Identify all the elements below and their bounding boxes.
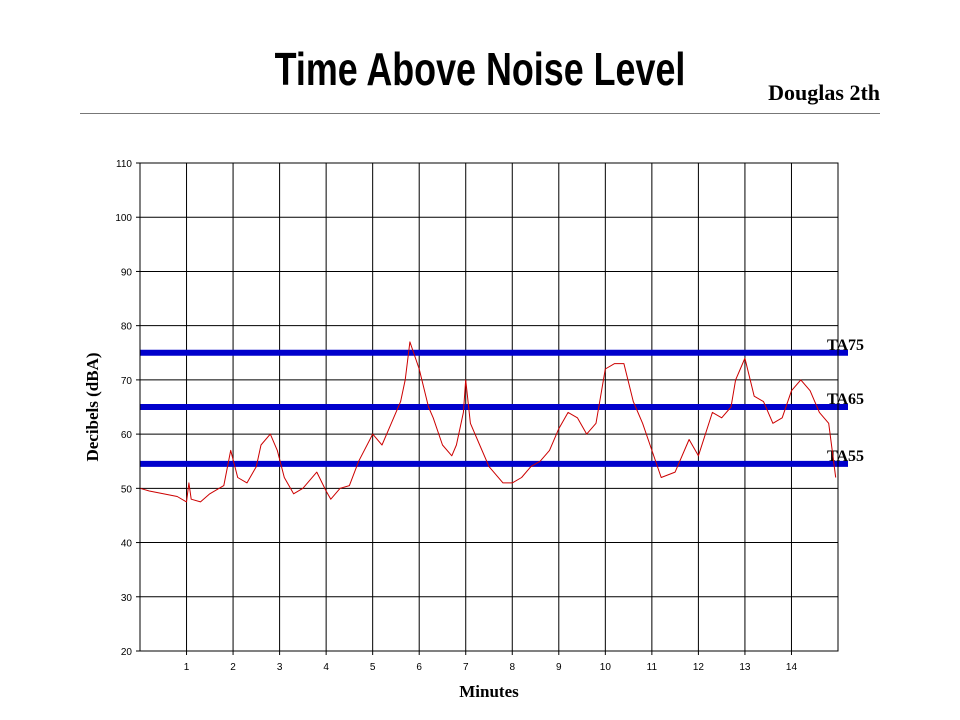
threshold-label-ta55: TA55 [827,448,864,465]
y-tick-label: 110 [116,159,132,170]
y-tick-label: 70 [121,376,133,387]
x-tick-label: 4 [323,662,329,673]
page-title: Time Above Noise Level [274,43,686,95]
x-tick-label: 13 [739,662,751,673]
y-tick-label: 40 [121,539,133,550]
x-tick-label: 10 [600,662,612,673]
plot-frame [139,162,839,652]
noise-series-line [139,341,837,503]
x-tick-label: 2 [230,662,236,673]
x-tick-label: 7 [463,662,469,673]
x-tick-label: 5 [370,662,376,673]
title-divider [80,113,880,114]
x-tick-label: 3 [277,662,283,673]
y-tick-label: 60 [121,430,133,441]
y-tick-label: 90 [121,267,133,278]
x-tick-label: 1 [184,662,190,673]
y-tick-label: 100 [115,213,132,224]
x-tick-label: 14 [786,662,798,673]
series-layer [139,341,837,503]
threshold-label-ta65: TA65 [827,391,864,408]
y-axis-title: Decibels (dBA) [83,352,102,461]
y-tick-label: 30 [121,593,133,604]
x-tick-label: 11 [647,662,658,673]
x-tick-label: 8 [509,662,515,673]
x-tick-label: 12 [693,662,705,673]
y-tick-label: 20 [121,647,133,658]
x-tick-label: 6 [416,662,422,673]
page-subtitle: Douglas 2th [768,80,880,105]
x-axis-title: Minutes [459,682,519,701]
y-tick-label: 80 [121,322,133,333]
y-tick-label: 50 [121,484,133,495]
x-tick-label: 9 [556,662,562,673]
threshold-label-ta75: TA75 [827,337,864,354]
threshold-layer: TA75 TA65 TA55 [140,337,864,467]
